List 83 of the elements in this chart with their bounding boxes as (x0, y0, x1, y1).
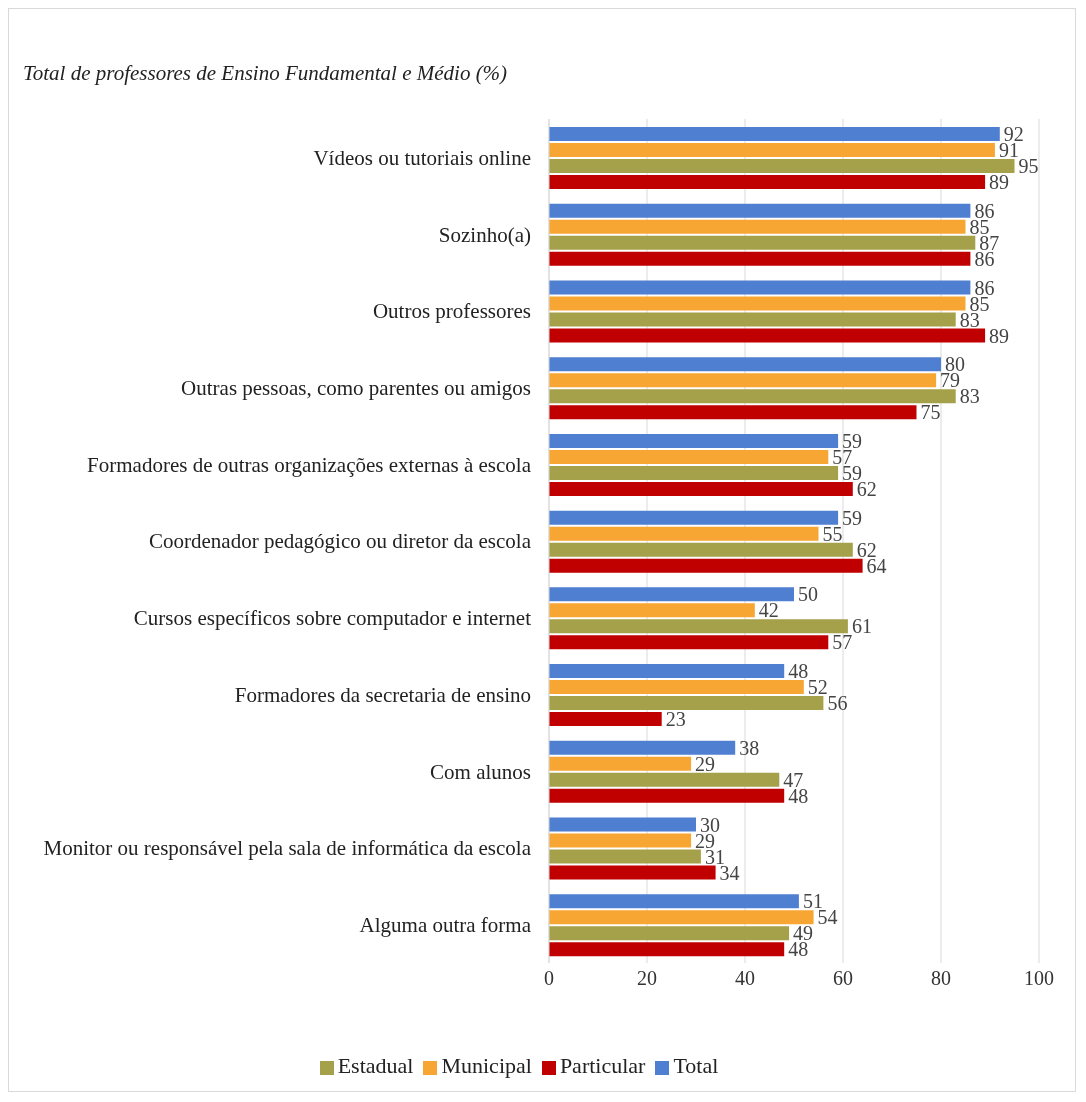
bar (549, 603, 755, 618)
data-label: 95 (1018, 155, 1039, 178)
y-tick-label: Monitor ou responsável pela sala de informática da escola (43, 836, 532, 861)
bar (549, 942, 785, 957)
y-tick-label: Formadores de outras organizações externas à escola (87, 452, 532, 477)
x-tick-label: 80 (931, 967, 951, 990)
bar (549, 219, 966, 234)
bar (549, 849, 701, 864)
y-tick-label: Outros professores (372, 299, 531, 324)
data-label: 48 (788, 660, 809, 683)
y-tick-label: Cursos específicos sobre computador e internet (133, 606, 532, 631)
data-label: 57 (832, 631, 853, 654)
y-tick-label: Vídeos ou tutoriais online (313, 145, 531, 170)
bar (549, 389, 956, 404)
bar (549, 465, 839, 480)
bar (549, 280, 971, 295)
bar (549, 449, 829, 464)
text: Total de professores de Ensino Fundamental e Médio (%) (23, 61, 508, 86)
bar (549, 664, 785, 679)
x-tick-label: 20 (637, 967, 657, 990)
bar (549, 235, 976, 250)
bar (549, 910, 814, 925)
data-label: 50 (798, 583, 818, 606)
x-tick-label: 100 (1024, 967, 1054, 990)
bar (549, 696, 824, 711)
bar (549, 926, 790, 941)
bar (549, 175, 986, 189)
bar (549, 542, 853, 557)
y-tick-label: Outras pessoas, como parentes ou amigos (181, 376, 531, 400)
x-tick-label: 0 (544, 967, 554, 990)
bar (549, 143, 995, 157)
bar (549, 788, 785, 803)
data-label: 75 (920, 401, 941, 424)
bar (549, 328, 986, 343)
bar (549, 772, 780, 787)
bar (549, 481, 853, 496)
bar (549, 312, 956, 327)
legend-label: Estadual (337, 1053, 414, 1078)
bar (549, 894, 799, 909)
bar (549, 357, 941, 372)
data-label: 61 (851, 615, 872, 638)
bar (549, 817, 696, 832)
bar (549, 833, 692, 848)
bar (549, 680, 804, 695)
legend-label: Total (673, 1053, 719, 1078)
legend-label: Particular (559, 1053, 646, 1078)
data-label: 42 (758, 599, 779, 622)
data-label: 83 (959, 385, 980, 408)
bar (549, 619, 848, 634)
bar (549, 159, 1015, 173)
data-label: 89 (989, 324, 1010, 347)
x-tick-label: 60 (833, 967, 853, 990)
data-label: 29 (695, 752, 716, 775)
legend-label: Municipal (441, 1053, 532, 1078)
bar (549, 712, 662, 727)
y-tick-label: Sozinho(a) (438, 222, 531, 247)
bar (549, 510, 839, 525)
bar (549, 296, 966, 311)
data-label: 55 (822, 522, 843, 545)
y-tick-label: Com alunos (430, 759, 531, 784)
bar (549, 373, 937, 388)
bar (549, 433, 839, 448)
y-tick-label: Formadores da secretaria de ensino (234, 682, 531, 707)
data-label: 89 (989, 171, 1010, 194)
data-label: 56 (827, 692, 848, 715)
bar (549, 740, 736, 755)
bar (549, 587, 794, 602)
bar (549, 756, 692, 771)
bar (549, 203, 971, 218)
x-tick-label: 40 (735, 967, 755, 990)
bar (549, 526, 819, 541)
bar (549, 251, 971, 266)
data-label: 38 (739, 736, 760, 759)
data-label: 23 (665, 708, 686, 731)
y-tick-label: Alguma outra forma (359, 913, 532, 938)
data-label: 52 (807, 676, 828, 699)
bar (549, 405, 917, 420)
data-label: 59 (842, 506, 863, 529)
bar (549, 558, 863, 573)
bar (549, 127, 1000, 141)
y-tick-label: Coordenador pedagógico ou diretor da escola (149, 529, 532, 554)
bar (549, 635, 829, 650)
bar (549, 865, 716, 880)
